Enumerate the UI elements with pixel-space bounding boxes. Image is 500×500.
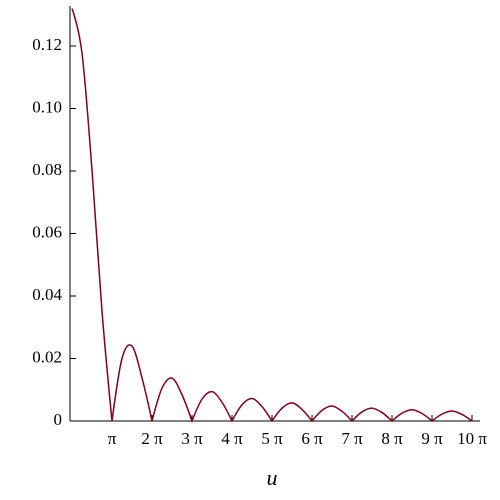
x-tick-label: 2 π [141,429,163,448]
y-tick-label: 0.08 [32,160,62,179]
x-tick-label: 9 π [421,429,443,448]
y-tick-label: 0.06 [32,222,62,241]
x-tick-label: 10 π [457,429,487,448]
x-tick-label: 3 π [181,429,203,448]
x-tick-label: 5 π [261,429,283,448]
x-axis-label: u [267,465,278,490]
y-tick-label: 0.12 [32,35,62,54]
y-tick-label: 0.02 [32,347,62,366]
y-tick-label: 0.10 [32,97,62,116]
data-line [71,8,473,424]
y-tick-label: 0.04 [32,285,62,304]
x-tick-label: π [108,429,117,448]
x-tick-label: 4 π [221,429,243,448]
y-tick-label: 0 [54,410,63,429]
x-tick-label: 8 π [381,429,403,448]
x-tick-label: 6 π [301,429,323,448]
x-tick-label: 7 π [341,429,363,448]
